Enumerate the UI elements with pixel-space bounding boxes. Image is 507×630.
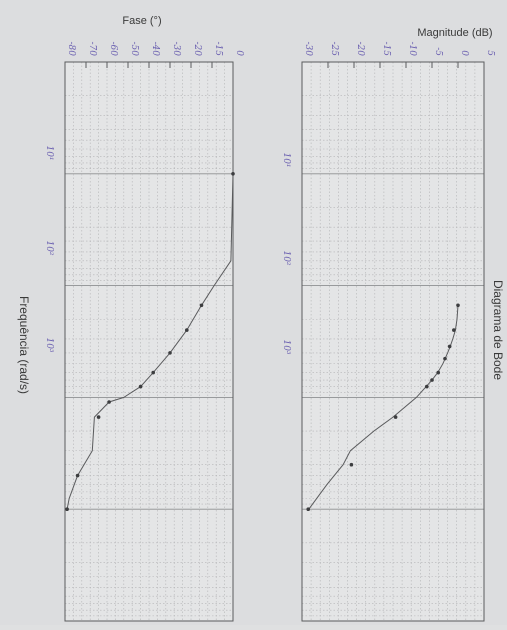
y-tick-label: 0: [234, 50, 244, 56]
data-point: [138, 384, 143, 389]
data-point: [425, 384, 429, 389]
x-tick-label: 10³: [44, 337, 54, 352]
data-point: [306, 507, 311, 512]
data-point: [231, 172, 235, 176]
data-point: [430, 378, 434, 382]
data-point: [349, 462, 354, 467]
x-tick-label: 10²: [281, 250, 291, 265]
y-tick-label: -10: [407, 42, 417, 57]
y-tick-label: -50: [129, 42, 139, 57]
data-point: [151, 370, 155, 375]
data-point: [96, 415, 101, 419]
data-point: [443, 356, 447, 361]
panel-magnitude: 5 0 -5 -10 -15 -20 -25 -30 10¹ 10² 10³ Magnitude (d…: [281, 27, 495, 622]
x-tick-label: 10²: [44, 240, 54, 255]
figure-labels: Diagrama de Bode Frequência (rad/s): [17, 280, 505, 394]
data-point: [452, 328, 456, 332]
y-tick-label: -20: [192, 42, 202, 57]
y-tick-label: -40: [150, 42, 160, 57]
y-tick-label: -30: [171, 42, 181, 57]
plot-area: [302, 62, 484, 621]
y-tick-label: -30: [303, 42, 313, 57]
plot-frame: [301, 61, 485, 622]
data-point: [65, 507, 69, 512]
panel-fase: 0 -15 -20 -30 -40 -50 -60 -70 -80 10¹ 10² 10³ Fase (…: [44, 15, 244, 622]
data-point: [393, 415, 398, 419]
panel-title: Fase (°): [122, 15, 161, 27]
x-axis-label: Frequência (rad/s): [17, 296, 31, 394]
x-tick-label: 10³: [281, 339, 291, 354]
data-point: [75, 473, 80, 478]
data-line: [308, 305, 459, 510]
y-tick-label: -25: [329, 42, 339, 57]
y-tick-label: 5: [485, 50, 495, 56]
data-point: [185, 328, 189, 332]
y-tick-label: -60: [108, 42, 118, 57]
x-tick-label: 10¹: [281, 152, 291, 167]
y-tick-label: -15: [213, 42, 223, 57]
figure-title: Diagrama de Bode: [491, 280, 505, 380]
y-tick-label: 0: [459, 50, 469, 56]
plots-layer: 5 0 -5 -10 -15 -20 -25 -30 10¹ 10² 10³ Magnitude (d…: [44, 15, 495, 622]
data-point: [456, 303, 460, 308]
panel-title: Magnitude (dB): [417, 27, 492, 39]
data-point: [107, 400, 111, 404]
plot-area: [65, 62, 233, 621]
x-tick-label: 10¹: [44, 145, 54, 160]
y-tick-label: -5: [433, 47, 443, 56]
y-tick-label: -15: [381, 42, 391, 57]
data-point: [447, 344, 452, 349]
y-tick-label: -20: [355, 42, 365, 57]
y-tick-label: -70: [87, 42, 97, 57]
data-point: [199, 303, 204, 308]
data-point: [168, 351, 172, 355]
data-point: [436, 370, 441, 375]
y-tick-label: -80: [66, 42, 76, 57]
